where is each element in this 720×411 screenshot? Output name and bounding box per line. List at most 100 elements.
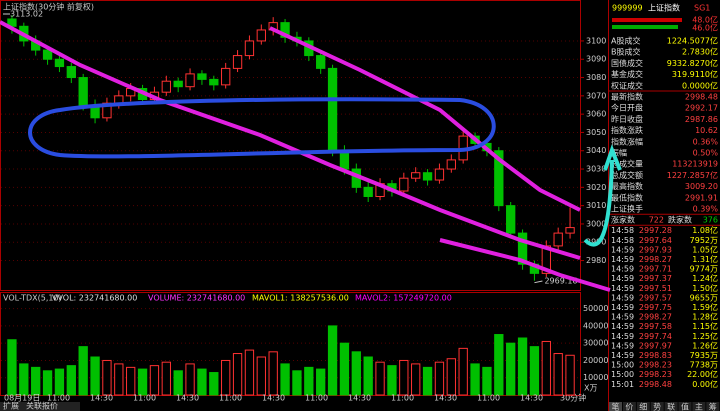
trade-volume: 1.25亿 (692, 331, 718, 341)
trade-volume: 7952万 (690, 236, 718, 245)
arrow (583, 144, 622, 247)
candle-body (185, 73, 195, 88)
tab[interactable]: 价 (625, 403, 633, 411)
tab[interactable]: 势 (653, 402, 661, 411)
volume-bar (102, 359, 112, 396)
tab[interactable]: 主 (695, 402, 703, 411)
quote-tag: SG1 (694, 4, 710, 13)
trade-price: 2997.74 (639, 332, 672, 341)
trade-volume: 1.28亿 (692, 312, 718, 322)
quote-label: A股成交 (611, 36, 640, 46)
price-frame (0, 0, 581, 291)
trend-line (269, 26, 581, 212)
volume-bar (244, 349, 255, 396)
trade-time: 14:59 (611, 332, 634, 341)
trade-time: 14:59 (611, 303, 634, 312)
trade-time: 14:59 (611, 341, 634, 350)
mavol2: MAVOL2: 157249720.00 (355, 294, 452, 303)
volume-bar (529, 346, 540, 396)
volume-bar (434, 361, 445, 396)
x-tick-label: 11:00 (391, 394, 414, 403)
quote-label: 总成交额 (611, 170, 643, 180)
down-count: 376 (703, 216, 718, 225)
volume-bar (185, 363, 195, 396)
volume-bar (304, 366, 314, 396)
volume-bar (506, 342, 516, 396)
quote-label: 国债成交 (611, 58, 643, 68)
candle-body (316, 55, 326, 69)
quote-value: 1224.5077亿 (667, 36, 718, 46)
trade-volume: 1.59亿 (692, 302, 718, 312)
trade-time: 14:59 (611, 255, 634, 264)
trade-price: 2997.97 (639, 341, 672, 350)
trade-volume: 22.00亿 (687, 369, 718, 379)
trade-price: 2997.51 (639, 284, 672, 293)
quote-value: 0.39% (693, 205, 719, 214)
trade-time: 14:58 (611, 226, 634, 235)
candle-body (54, 58, 65, 68)
volume-bar (494, 334, 504, 396)
candle-body (422, 172, 433, 181)
trade-volume: 1.26亿 (692, 340, 718, 350)
volume-bar (221, 359, 231, 396)
y-tick-label: 3060 (586, 110, 606, 119)
trade-time: 14:59 (611, 322, 634, 331)
bar-up (612, 18, 682, 22)
quote-label: 指数涨幅 (611, 136, 643, 146)
quote-value: 0.36% (693, 137, 719, 146)
tab[interactable]: 联 (667, 403, 675, 411)
vvol: VVOL: 232741680.00 (52, 294, 137, 303)
trade-volume: 0.00亿 (692, 379, 718, 389)
y-tick-label: 3020 (586, 183, 606, 192)
candle-body (517, 232, 528, 265)
tab[interactable]: 关联报价 (26, 401, 58, 411)
quote-label: 今日开盘 (611, 103, 643, 113)
tab-bg (622, 402, 636, 411)
trade-volume: 7935万 (690, 351, 718, 360)
x-tick-label: 08月19日 (4, 394, 40, 403)
candle-body (363, 186, 373, 197)
candle-body (446, 159, 456, 170)
quote-label: 指数涨跌 (611, 125, 643, 135)
quote-value: 113213919 (672, 160, 718, 169)
volume-bar (411, 363, 421, 396)
candle-body (66, 66, 76, 79)
tab[interactable]: 细 (639, 402, 647, 411)
candle-body (327, 67, 338, 152)
quote-name: 上证指数 (648, 3, 680, 13)
tab-bg (609, 402, 622, 411)
volume-bar (292, 370, 302, 396)
x-tick-label: 14:30 (348, 394, 371, 403)
quote-header (609, 1, 720, 15)
quote-label: 最高指数 (611, 181, 643, 191)
tab[interactable]: 筹 (709, 402, 717, 411)
quote-value: 1227.2857亿 (667, 170, 718, 180)
trade-price: 2998.48 (639, 380, 672, 389)
tab[interactable]: 扩展 (3, 401, 19, 411)
candle-body (280, 22, 290, 38)
x-tick-label: 14:30 (434, 394, 457, 403)
y-tick-label: 3010 (586, 201, 606, 210)
volume-bar (42, 370, 53, 396)
volume-bar (209, 372, 219, 396)
y-tick-label: 2980 (586, 256, 606, 265)
trade-price: 2997.64 (639, 236, 672, 245)
tab-bg (692, 402, 706, 411)
quote-value: 2987.86 (685, 115, 718, 124)
x-tick-label: 14:30 (520, 394, 543, 403)
tab[interactable]: 值 (681, 402, 689, 411)
quote-code: 999999 (612, 4, 643, 13)
trade-time: 14:59 (611, 293, 634, 302)
bar-down (612, 25, 678, 29)
y-tick-label: 3100 (586, 36, 606, 45)
volume-bar (137, 368, 148, 396)
trend-line (0, 20, 581, 260)
candle-body (42, 49, 53, 60)
tab-bg (706, 402, 720, 411)
candle-body (506, 205, 516, 234)
volume-bar (316, 368, 326, 396)
y-tick-label: 50000 (583, 304, 608, 313)
trend-line (439, 238, 611, 292)
y-tick-label: 3030 (586, 165, 606, 174)
tab[interactable]: 笔 (612, 402, 620, 411)
